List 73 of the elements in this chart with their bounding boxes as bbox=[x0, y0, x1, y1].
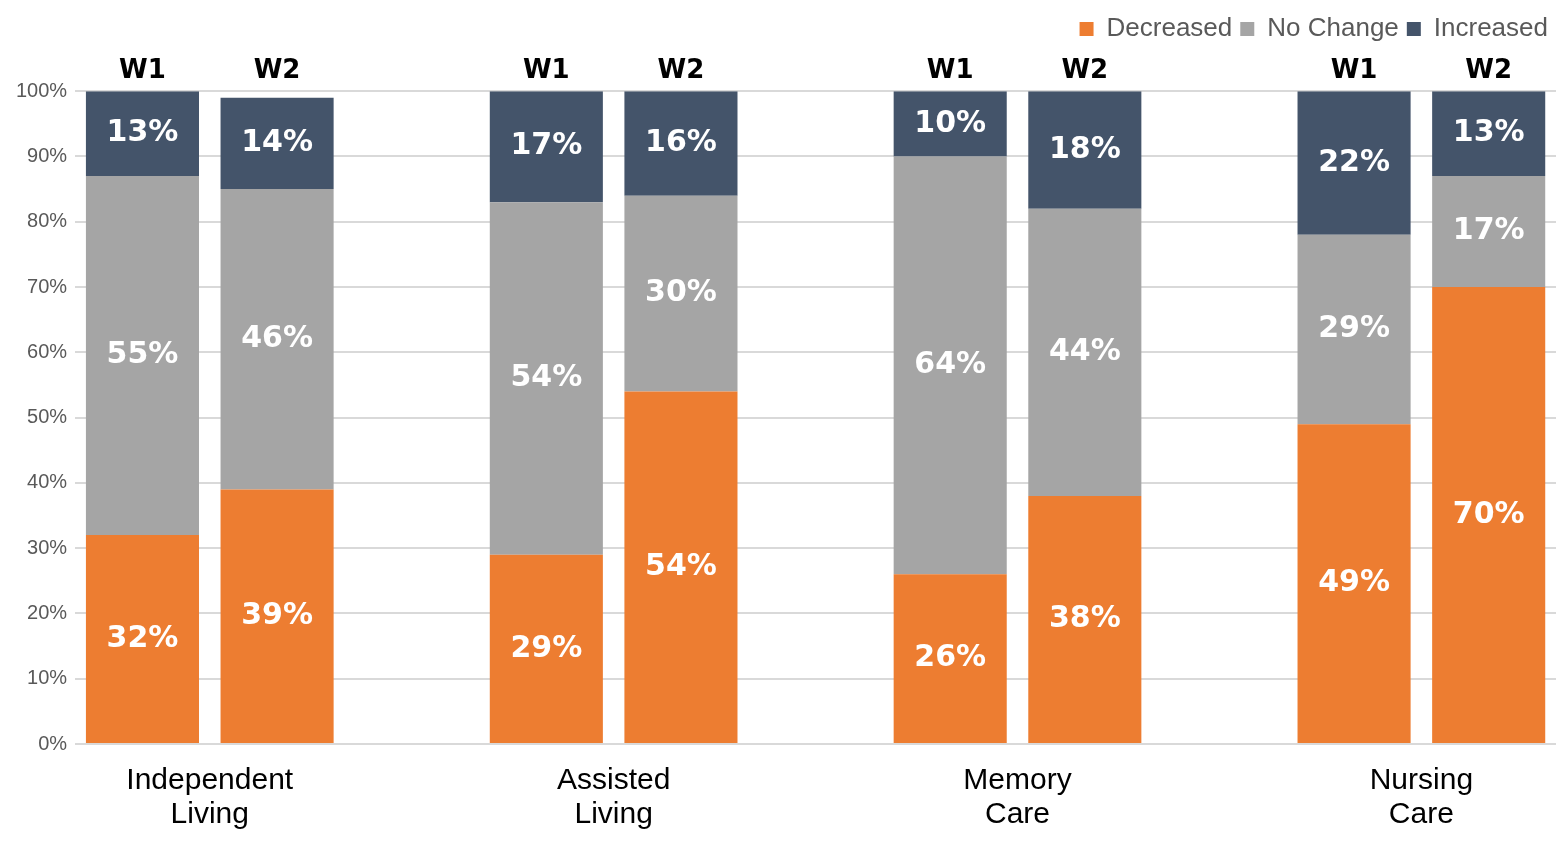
data-label: 54% bbox=[510, 358, 583, 394]
text: Nursing Care bbox=[1369, 762, 1474, 830]
bar bbox=[893, 574, 1007, 743]
bar bbox=[489, 202, 603, 555]
data-label: 49% bbox=[1318, 563, 1390, 599]
bar bbox=[220, 189, 334, 490]
bar bbox=[220, 97, 334, 190]
data-label: 32% bbox=[106, 618, 179, 654]
data-label: 26% bbox=[914, 638, 987, 674]
data-label: 29% bbox=[510, 628, 583, 664]
legend-label: Decreased bbox=[1106, 12, 1233, 43]
bar bbox=[85, 176, 200, 536]
x-tick-label: W1 bbox=[926, 54, 974, 85]
legend-label: Increased bbox=[1433, 12, 1549, 43]
bar bbox=[893, 156, 1007, 575]
bar bbox=[1297, 424, 1411, 743]
y-tick-label: 20% bbox=[27, 600, 68, 623]
bar bbox=[85, 535, 200, 743]
bar bbox=[1028, 208, 1142, 496]
bar bbox=[624, 195, 738, 392]
x-tick-label: W2 bbox=[1465, 54, 1513, 85]
data-label: 44% bbox=[1048, 332, 1121, 368]
data-label: 14% bbox=[241, 123, 313, 159]
bar bbox=[1028, 495, 1142, 743]
data-label: 30% bbox=[645, 273, 717, 309]
bar bbox=[1028, 91, 1142, 209]
text: Independent Living bbox=[126, 762, 294, 830]
y-tick-label: 90% bbox=[27, 144, 68, 166]
bar bbox=[1432, 91, 1546, 177]
data-label: 38% bbox=[1048, 599, 1121, 635]
data-label: 39% bbox=[241, 596, 313, 631]
bar bbox=[1297, 91, 1411, 235]
x-tick-label: W2 bbox=[1061, 54, 1109, 85]
data-label: 10% bbox=[914, 103, 987, 139]
x-tick-label: W1 bbox=[119, 54, 166, 85]
y-tick-label: 100% bbox=[16, 78, 68, 101]
y-tick-label: 30% bbox=[27, 535, 68, 558]
x-tick-label: W1 bbox=[522, 54, 570, 85]
bar bbox=[624, 391, 738, 743]
data-label: 55% bbox=[106, 335, 179, 371]
x-tick-label: W1 bbox=[1330, 54, 1378, 85]
text: Memory Care bbox=[963, 762, 1072, 830]
y-tick-label: 10% bbox=[27, 666, 68, 689]
data-label: 54% bbox=[645, 547, 717, 583]
legend-label: No Change bbox=[1267, 12, 1399, 43]
data-label: 46% bbox=[241, 319, 313, 355]
data-label: 18% bbox=[1048, 129, 1121, 165]
y-tick-label: 0% bbox=[38, 731, 68, 754]
y-tick-label: 80% bbox=[27, 209, 68, 232]
data-label: 64% bbox=[914, 345, 987, 381]
data-label: 13% bbox=[106, 113, 179, 149]
bar bbox=[220, 489, 334, 743]
x-tick-label: W2 bbox=[657, 54, 705, 85]
bar bbox=[1432, 176, 1546, 288]
data-label: 17% bbox=[510, 126, 583, 162]
y-tick-label: 70% bbox=[27, 274, 68, 297]
data-label: 13% bbox=[1452, 113, 1525, 149]
data-label: 22% bbox=[1318, 142, 1390, 178]
bar bbox=[624, 91, 738, 196]
data-label: 29% bbox=[1318, 309, 1390, 345]
data-label: 17% bbox=[1452, 211, 1525, 247]
y-tick-label: 40% bbox=[27, 470, 68, 493]
data-label: 16% bbox=[645, 123, 717, 159]
y-tick-label: 60% bbox=[27, 339, 68, 362]
bar bbox=[85, 91, 200, 177]
x-tick-label: W2 bbox=[253, 54, 301, 85]
y-tick-label: 50% bbox=[27, 405, 68, 428]
bar bbox=[1432, 287, 1546, 743]
bar bbox=[489, 554, 603, 743]
bar bbox=[1297, 234, 1411, 425]
data-label: 70% bbox=[1452, 494, 1525, 530]
text: Assisted Living bbox=[556, 762, 671, 830]
bar bbox=[489, 91, 603, 203]
